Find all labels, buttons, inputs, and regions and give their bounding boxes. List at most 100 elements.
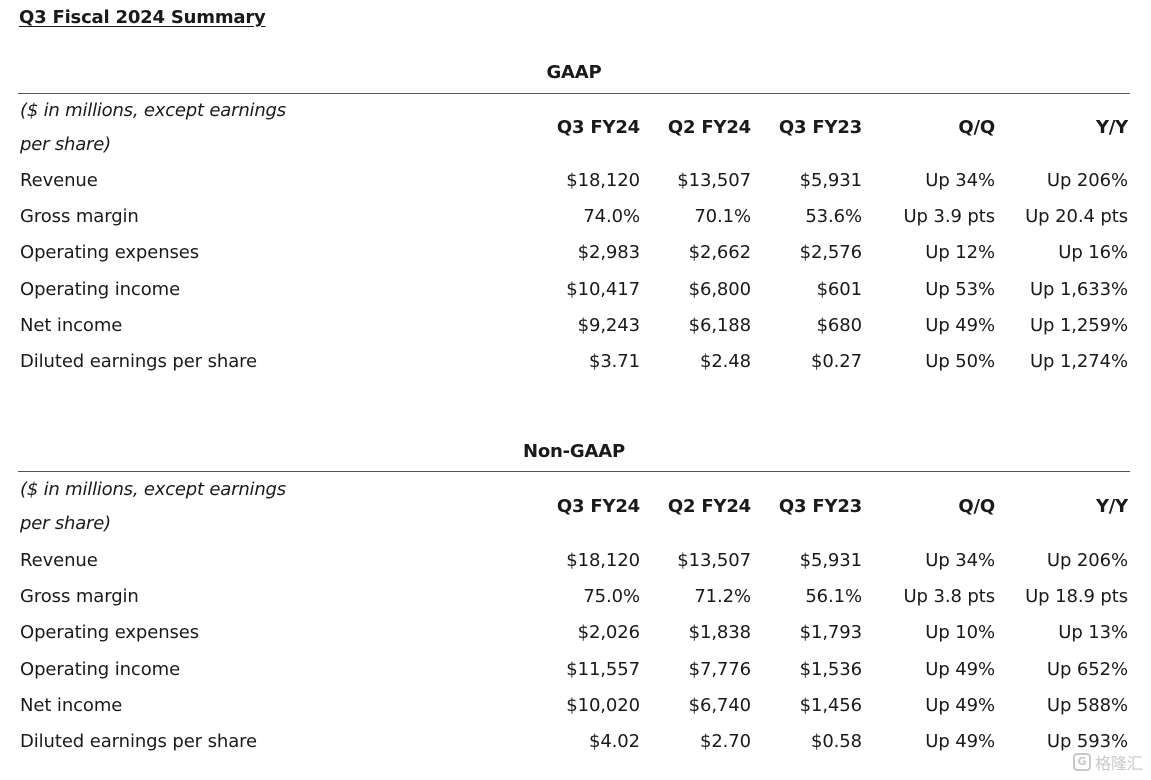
cell-yy: Up 588%: [1046, 694, 1128, 716]
cell-qq: Up 53%: [925, 278, 995, 300]
column-header-q3fy24: Q3 FY24: [556, 117, 640, 138]
cell-q3fy24: 74.0%: [583, 206, 640, 228]
cell-q3fy24: $18,120: [566, 550, 640, 571]
column-header-q2fy24: Q2 FY24: [667, 496, 751, 517]
cell-yy: Up 1,633%: [1029, 278, 1128, 300]
unit-note: ($ in millions, except earnings per shar…: [20, 479, 286, 534]
divider: [18, 471, 1130, 472]
cell-q3fy24: $4.02: [588, 731, 640, 752]
gaap-section: GAAP ($ in millions, except earnings per…: [18, 62, 1130, 392]
row-label: Net income: [20, 694, 123, 716]
cell-q3fy23: 56.1%: [805, 586, 862, 608]
cell-q3fy24: $2,983: [577, 242, 640, 264]
cell-q2fy24: $2.70: [699, 731, 751, 752]
cell-yy: Up 16%: [1058, 242, 1128, 264]
section-title: GAAP: [546, 62, 602, 83]
row-label: Net income: [20, 314, 123, 336]
cell-q3fy23: $0.58: [810, 731, 862, 752]
row-label: Operating income: [20, 278, 181, 300]
cell-q3fy23: $1,793: [799, 622, 862, 644]
column-header-q2fy24: Q2 FY24: [667, 117, 751, 138]
watermark-logo-icon: G: [1072, 753, 1091, 771]
cell-yy: Up 13%: [1058, 622, 1128, 644]
table-row: Net income $10,020 $6,740 $1,456 Up 49% Up 58…: [18, 694, 1130, 730]
cell-q2fy24: $6,800: [688, 278, 751, 300]
column-header-q3fy24: Q3 FY24: [556, 496, 640, 517]
cell-q3fy24: $18,120: [566, 170, 640, 191]
unit-note: ($ in millions, except earnings per shar…: [20, 100, 286, 155]
table-row: Operating income $10,417 $6,800 $601 Up 53% U…: [18, 278, 1130, 314]
cell-q3fy23: $1,536: [799, 658, 862, 680]
cell-q2fy24: $13,507: [677, 550, 751, 571]
table-row: Operating expenses $2,983 $2,662 $2,576 Up 1…: [18, 241, 1130, 277]
cell-qq: Up 49%: [925, 314, 995, 336]
column-header-qq: Q/Q: [958, 117, 995, 138]
row-label: Operating income: [20, 658, 181, 680]
cell-q3fy23: $680: [816, 314, 863, 336]
row-label: Gross margin: [20, 586, 139, 608]
cell-yy: Up 20.4 pts: [1025, 206, 1128, 228]
row-label: Operating expenses: [20, 622, 200, 644]
table-row: Revenue $18,120 $13,507 $5,931 Up 34% Up 206%: [18, 549, 1130, 585]
cell-q3fy24: $2,026: [577, 622, 640, 644]
cell-q2fy24: $7,776: [688, 658, 751, 680]
row-label: Revenue: [20, 550, 98, 571]
column-header-qq: Q/Q: [958, 496, 995, 517]
column-header-yy: Y/Y: [1095, 496, 1128, 517]
column-header-q3fy23: Q3 FY23: [778, 117, 862, 138]
cell-q2fy24: $6,740: [688, 694, 751, 716]
cell-q2fy24: $1,838: [688, 622, 751, 644]
cell-q3fy24: 75.0%: [583, 586, 640, 608]
column-header-q3fy23: Q3 FY23: [778, 496, 862, 517]
table-row: Operating expenses $2,026 $1,838 $1,793 Up 1…: [18, 621, 1130, 657]
cell-q3fy23: $0.27: [810, 351, 862, 372]
cell-q2fy24: $13,507: [677, 170, 751, 191]
cell-q2fy24: 71.2%: [694, 586, 751, 608]
cell-q2fy24: $2.48: [699, 351, 751, 372]
cell-qq: Up 49%: [925, 658, 995, 680]
cell-yy: Up 593%: [1046, 731, 1128, 752]
watermark: G 格隆汇: [1072, 750, 1143, 774]
row-label: Diluted earnings per share: [20, 731, 257, 752]
cell-yy: Up 206%: [1046, 550, 1128, 571]
cell-yy: Up 18.9 pts: [1025, 586, 1128, 608]
cell-q3fy23: $2,576: [799, 242, 862, 264]
cell-qq: Up 49%: [925, 731, 995, 752]
cell-qq: Up 49%: [925, 694, 995, 716]
row-label: Revenue: [20, 170, 98, 191]
table-row: Diluted earnings per share $3.71 $2.48 $0.2…: [18, 350, 1130, 386]
cell-q3fy23: $5,931: [799, 550, 862, 571]
page-title: Q3 Fiscal 2024 Summary: [19, 7, 266, 28]
row-label: Diluted earnings per share: [20, 351, 257, 372]
table-row: Operating income $11,557 $7,776 $1,536 Up 49…: [18, 658, 1130, 694]
column-header-yy: Y/Y: [1095, 117, 1128, 138]
table-row: Diluted earnings per share $4.02 $2.70 $0.5…: [18, 730, 1130, 766]
cell-q2fy24: $2,662: [688, 242, 751, 264]
cell-q3fy23: $5,931: [799, 170, 862, 191]
cell-qq: Up 34%: [925, 550, 995, 571]
nongaap-section: Non-GAAP ($ in millions, except earnings…: [18, 441, 1130, 771]
cell-qq: Up 3.9 pts: [903, 206, 995, 228]
cell-qq: Up 12%: [925, 242, 995, 264]
cell-yy: Up 206%: [1046, 170, 1128, 191]
cell-q3fy24: $11,557: [566, 658, 640, 680]
cell-q3fy24: $10,020: [566, 694, 640, 716]
cell-yy: Up 1,274%: [1029, 351, 1128, 372]
cell-qq: Up 10%: [925, 622, 995, 644]
cell-q3fy23: $601: [816, 278, 863, 300]
cell-q3fy23: $1,456: [799, 694, 862, 716]
cell-q3fy24: $9,243: [577, 314, 640, 336]
cell-q3fy23: 53.6%: [805, 206, 862, 228]
table-row: Revenue $18,120 $13,507 $5,931 Up 34% Up 206%: [18, 169, 1130, 205]
section-title: Non-GAAP: [523, 441, 625, 462]
cell-q3fy24: $10,417: [566, 278, 640, 300]
cell-qq: Up 50%: [925, 351, 995, 372]
cell-yy: Up 652%: [1046, 658, 1128, 680]
table-row: Net income $9,243 $6,188 $680 Up 49% Up 1,259…: [18, 314, 1130, 350]
divider: [18, 93, 1130, 94]
row-label: Gross margin: [20, 206, 139, 228]
cell-qq: Up 3.8 pts: [903, 586, 995, 608]
table-row: Gross margin 75.0% 71.2% 56.1% Up 3.8 pts Up …: [18, 585, 1130, 621]
row-label: Operating expenses: [20, 242, 200, 264]
watermark-text: 格隆汇: [1094, 754, 1143, 773]
